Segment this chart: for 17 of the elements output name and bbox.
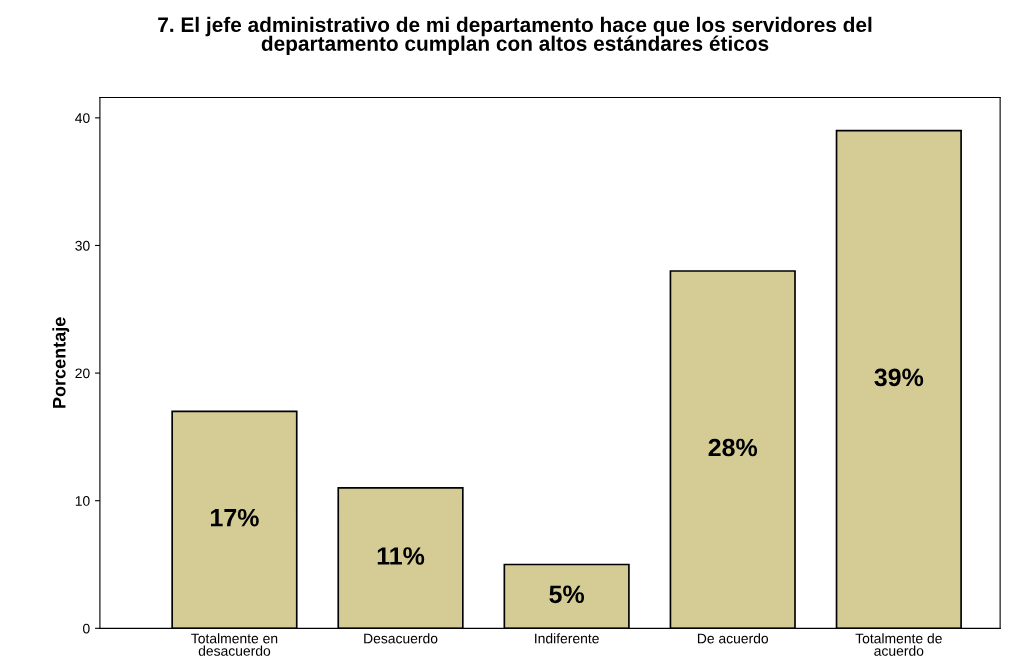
y-tick-label: 20 (75, 368, 90, 379)
data-label: 5% (549, 585, 585, 604)
data-label: 17% (211, 508, 259, 527)
y-tick-label: 30 (75, 240, 90, 251)
x-tick-label: Indiferente (535, 633, 599, 644)
y-tick-label: 10 (75, 496, 90, 506)
y-tick-label: 0 (83, 623, 90, 634)
x-tick-label: Totalmente de acuerdo (855, 633, 942, 656)
data-label: 11% (377, 547, 425, 565)
y-axis-title: Porcentaje (52, 317, 70, 408)
x-tick-label: Desacuerdo (364, 633, 438, 644)
data-label: 28% (708, 438, 758, 457)
y-tick-label: 40 (75, 113, 90, 124)
chart-title: 7. El jefe administrativo de mi departamento hace que los servidores del departamento cumplan con altos estándares éticos (158, 16, 872, 56)
x-tick-label: Totalmente en desacuerdo (191, 633, 278, 656)
x-tick-label: De acuerdo (697, 633, 769, 644)
data-label: 39% (874, 368, 924, 387)
